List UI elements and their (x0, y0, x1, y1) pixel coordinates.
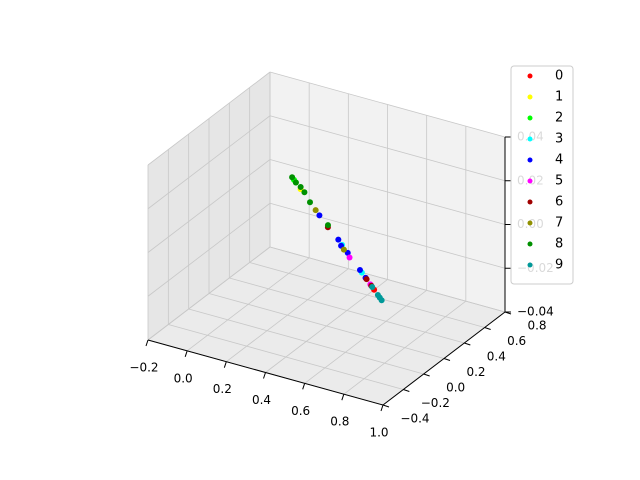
grid-line (188, 308, 424, 375)
y-tick-label: 0.8 (527, 319, 546, 333)
tick-mark (380, 404, 384, 412)
point (356, 266, 363, 273)
grid-line (147, 246, 271, 341)
y-tick-label: −0.2 (421, 396, 450, 410)
x-tick-label: 0.6 (291, 404, 310, 418)
point (340, 246, 347, 253)
point (301, 189, 308, 196)
y-tick-label: 0.6 (507, 334, 526, 348)
point (307, 199, 313, 206)
point (346, 254, 353, 261)
tick-mark (382, 404, 390, 408)
legend-label: 2 (555, 111, 563, 126)
tick-mark (145, 339, 149, 347)
legend-label: 7 (555, 216, 563, 231)
tick-mark (302, 383, 306, 390)
point (292, 179, 299, 186)
legend-label: 3 (555, 132, 563, 147)
tick-mark (403, 389, 410, 392)
legend-marker (527, 157, 533, 163)
grid-line (249, 262, 485, 328)
y-axis-line (382, 311, 506, 406)
legend-marker (527, 73, 533, 79)
legend-marker (527, 115, 533, 121)
point (335, 236, 342, 243)
x-tick-label: 1.0 (369, 426, 388, 440)
legend-marker (527, 94, 533, 100)
grid-line (147, 202, 271, 297)
tick-mark (443, 358, 451, 361)
grid-line (147, 115, 271, 210)
grid-line (269, 246, 506, 313)
y-tick-label: −0.4 (400, 412, 429, 426)
z-tick-label: −0.04 (517, 305, 554, 319)
point (363, 276, 370, 283)
legend-marker (527, 178, 533, 184)
point (376, 294, 383, 301)
legend-label: 1 (555, 90, 563, 105)
legend-label: 4 (555, 153, 563, 168)
x-tick-label: 0.2 (213, 382, 232, 396)
grid-line (147, 159, 271, 253)
tick-mark (464, 342, 471, 346)
point (316, 212, 323, 219)
grid-line (229, 277, 465, 344)
point (289, 174, 296, 181)
tick-mark (484, 327, 491, 330)
grid-line (168, 324, 404, 390)
legend-label: 8 (555, 237, 563, 252)
tick-mark (184, 350, 188, 357)
legend-label: 5 (555, 174, 563, 189)
grid-line (269, 115, 506, 182)
legend-marker (527, 262, 533, 268)
grid-line (269, 202, 506, 269)
x-tick-label: −0.2 (129, 361, 158, 375)
legend-marker (527, 136, 533, 142)
tick-mark (223, 361, 227, 368)
point (324, 222, 331, 229)
x-tick-label: 0.0 (174, 371, 193, 385)
legend-label: 0 (555, 69, 563, 84)
point (297, 183, 304, 190)
legend-label: 6 (555, 195, 563, 210)
legend-marker (527, 220, 533, 226)
tick-mark (423, 373, 430, 377)
grid-line (269, 159, 506, 225)
x-axis-line (147, 339, 384, 406)
x-tick-label: 0.4 (252, 393, 271, 407)
legend-box (510, 65, 574, 285)
y-tick-label: 0.4 (487, 350, 506, 364)
x-tick-label: 0.8 (330, 415, 349, 429)
point (312, 207, 319, 214)
tick-mark (263, 372, 266, 379)
grid-line (269, 71, 506, 138)
point (369, 284, 376, 291)
tick-mark (341, 394, 345, 401)
y-tick-label: 0.0 (446, 381, 465, 395)
grid-line (147, 71, 271, 166)
legend-marker (527, 199, 533, 205)
legend-marker (527, 241, 533, 247)
y-tick-label: 0.2 (466, 365, 485, 379)
grid-line (208, 293, 445, 359)
legend-label: 9 (555, 258, 563, 273)
